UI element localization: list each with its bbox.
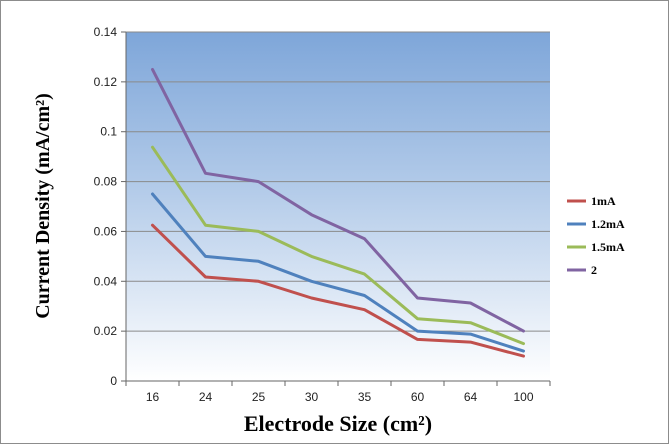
series-line-1mA — [151, 223, 525, 358]
legend-label: 1.2mA — [591, 217, 625, 231]
x-axis-title: Electrode Size (cm²) — [244, 411, 432, 436]
y-axis-title: Current Density (mA/cm²) — [32, 93, 54, 319]
x-tick-label: 100 — [513, 390, 533, 404]
y-tick-label: 0.06 — [94, 224, 118, 238]
y-tick-label: 0.1 — [100, 125, 117, 139]
x-tick-label: 25 — [252, 390, 266, 404]
y-tick-label: 0.08 — [94, 175, 118, 189]
y-tick-label: 0.12 — [94, 75, 118, 89]
y-tick-label: 0 — [110, 374, 117, 388]
legend-label: 2 — [591, 263, 597, 277]
x-tick-label: 64 — [464, 390, 478, 404]
y-tick-label: 0.14 — [94, 25, 118, 39]
plot-area — [126, 32, 550, 381]
series-line-2 — [151, 67, 525, 333]
x-tick-label: 16 — [146, 390, 160, 404]
x-tick-label: 60 — [411, 390, 425, 404]
x-tick-label: 30 — [305, 390, 319, 404]
x-tick-label: 35 — [358, 390, 372, 404]
x-tick-label: 24 — [199, 390, 213, 404]
legend-label: 1mA — [591, 194, 616, 208]
series-line-1.5mA — [151, 145, 525, 346]
y-tick-label: 0.04 — [94, 274, 118, 288]
y-tick-label: 0.02 — [94, 324, 118, 338]
legend: 1mA 1.2mA 1.5mA 2 — [567, 194, 625, 277]
series-line-1.2mA — [151, 192, 525, 353]
legend-label: 1.5mA — [591, 240, 625, 254]
